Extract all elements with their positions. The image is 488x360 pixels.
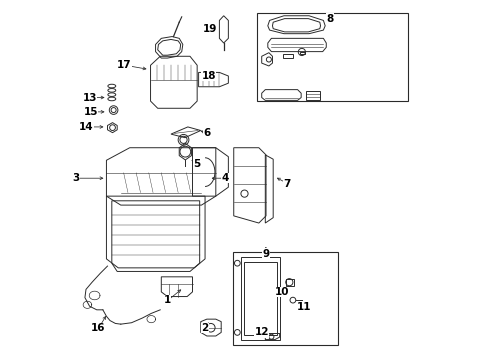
Text: 1: 1 — [163, 295, 171, 305]
Text: 12: 12 — [254, 327, 268, 337]
Text: 4: 4 — [221, 173, 228, 183]
Text: 13: 13 — [82, 93, 97, 103]
Text: 14: 14 — [79, 122, 93, 132]
Text: 7: 7 — [283, 179, 290, 189]
Text: 6: 6 — [203, 129, 210, 138]
Text: 18: 18 — [201, 71, 215, 81]
Text: 19: 19 — [203, 24, 217, 35]
Text: 17: 17 — [117, 60, 131, 70]
Text: 16: 16 — [91, 323, 105, 333]
Text: 3: 3 — [72, 173, 80, 183]
Text: 9: 9 — [262, 248, 269, 258]
Text: 8: 8 — [325, 14, 333, 24]
Bar — [232, 252, 338, 345]
Text: 10: 10 — [274, 287, 289, 297]
Text: 5: 5 — [193, 159, 201, 169]
Text: 11: 11 — [296, 302, 310, 312]
Text: 2: 2 — [201, 323, 208, 333]
Bar — [257, 13, 407, 101]
Text: 15: 15 — [83, 107, 98, 117]
